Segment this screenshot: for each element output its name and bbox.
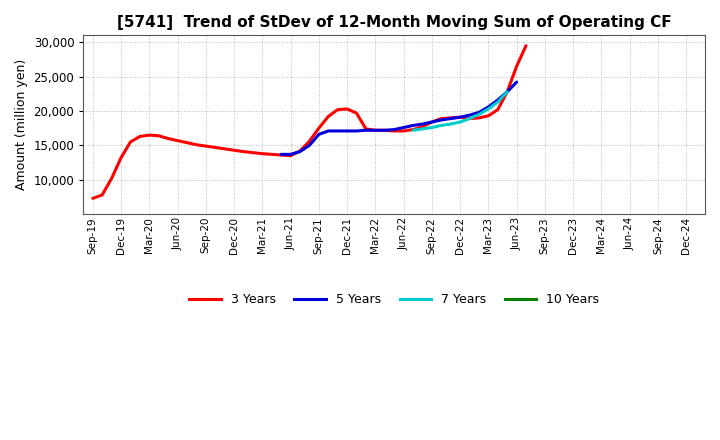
3 Years xyxy=(503,89,511,95)
5 Years xyxy=(305,143,314,148)
5 Years xyxy=(428,119,436,125)
3 Years xyxy=(324,114,333,119)
Legend: 3 Years, 5 Years, 7 Years, 10 Years: 3 Years, 5 Years, 7 Years, 10 Years xyxy=(184,289,604,312)
3 Years xyxy=(296,148,305,154)
7 Years xyxy=(474,112,483,117)
7 Years xyxy=(484,106,492,112)
3 Years xyxy=(418,124,427,129)
5 Years xyxy=(513,80,521,85)
3 Years xyxy=(220,146,229,151)
3 Years xyxy=(107,176,116,181)
5 Years xyxy=(437,117,446,123)
3 Years xyxy=(352,110,361,116)
3 Years xyxy=(174,138,182,143)
3 Years xyxy=(202,143,210,149)
5 Years xyxy=(315,132,323,137)
3 Years xyxy=(380,128,389,133)
3 Years xyxy=(239,149,248,154)
7 Years xyxy=(418,126,427,132)
3 Years xyxy=(513,64,521,69)
3 Years xyxy=(437,116,446,121)
3 Years xyxy=(248,150,257,155)
5 Years xyxy=(380,128,389,133)
3 Years xyxy=(446,115,455,121)
5 Years xyxy=(371,128,379,133)
3 Years xyxy=(493,107,502,112)
3 Years xyxy=(117,155,125,161)
3 Years xyxy=(211,145,220,150)
3 Years xyxy=(276,152,285,158)
7 Years xyxy=(437,123,446,128)
3 Years xyxy=(267,152,276,157)
5 Years xyxy=(333,128,342,134)
3 Years xyxy=(98,192,107,198)
Line: 5 Years: 5 Years xyxy=(281,82,517,154)
3 Years xyxy=(343,106,351,112)
3 Years xyxy=(230,147,238,153)
3 Years xyxy=(145,132,153,138)
3 Years xyxy=(390,128,398,134)
5 Years xyxy=(352,128,361,134)
Line: 7 Years: 7 Years xyxy=(413,92,507,130)
3 Years xyxy=(89,196,97,201)
3 Years xyxy=(400,128,408,134)
3 Years xyxy=(456,114,464,120)
5 Years xyxy=(287,152,295,157)
5 Years xyxy=(446,116,455,121)
7 Years xyxy=(503,89,511,95)
7 Years xyxy=(446,121,455,127)
3 Years xyxy=(258,151,266,156)
7 Years xyxy=(456,119,464,125)
7 Years xyxy=(465,116,474,121)
7 Years xyxy=(428,125,436,130)
3 Years xyxy=(163,136,172,141)
3 Years xyxy=(409,127,418,132)
5 Years xyxy=(296,149,305,154)
5 Years xyxy=(343,128,351,134)
5 Years xyxy=(456,114,464,120)
7 Years xyxy=(409,128,418,133)
5 Years xyxy=(400,125,408,130)
3 Years xyxy=(361,126,370,132)
5 Years xyxy=(503,89,511,95)
7 Years xyxy=(493,99,502,105)
5 Years xyxy=(361,128,370,133)
3 Years xyxy=(371,128,379,133)
5 Years xyxy=(390,127,398,132)
Title: [5741]  Trend of StDev of 12-Month Moving Sum of Operating CF: [5741] Trend of StDev of 12-Month Moving… xyxy=(117,15,672,30)
5 Years xyxy=(493,97,502,103)
3 Years xyxy=(126,139,135,145)
3 Years xyxy=(154,133,163,139)
3 Years xyxy=(305,139,314,144)
3 Years xyxy=(183,140,192,145)
3 Years xyxy=(192,142,201,147)
3 Years xyxy=(315,125,323,131)
3 Years xyxy=(484,113,492,118)
Y-axis label: Amount (million yen): Amount (million yen) xyxy=(15,59,28,191)
3 Years xyxy=(474,115,483,121)
5 Years xyxy=(465,113,474,118)
5 Years xyxy=(276,152,285,157)
5 Years xyxy=(324,128,333,134)
3 Years xyxy=(287,153,295,158)
5 Years xyxy=(474,110,483,115)
5 Years xyxy=(484,104,492,110)
3 Years xyxy=(135,134,144,139)
5 Years xyxy=(418,121,427,127)
3 Years xyxy=(333,107,342,112)
5 Years xyxy=(409,123,418,128)
3 Years xyxy=(522,43,531,48)
Line: 3 Years: 3 Years xyxy=(93,46,526,198)
3 Years xyxy=(428,119,436,125)
3 Years xyxy=(465,116,474,121)
